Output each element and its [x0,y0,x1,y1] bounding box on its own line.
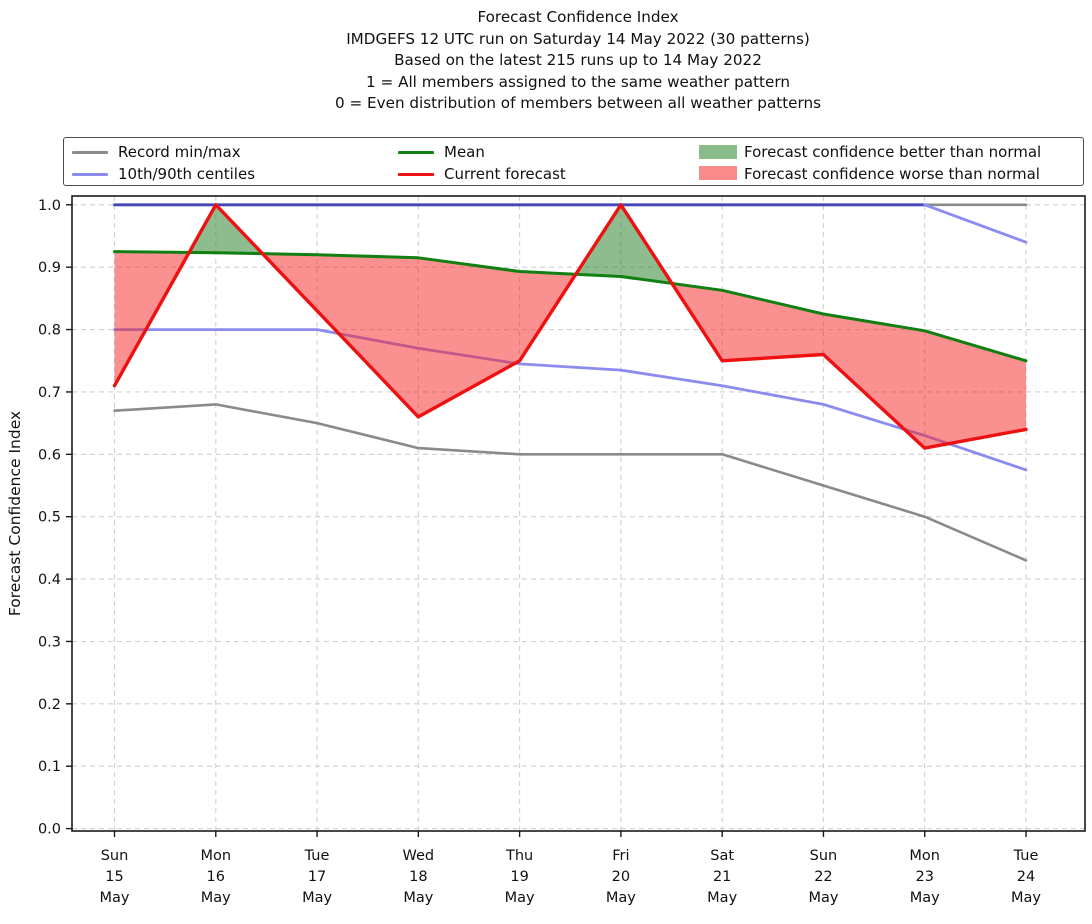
x-tick-label: Sat [710,848,734,864]
legend-label-worse: Forecast confidence worse than normal [744,165,1040,183]
x-tick-label: Tue [1013,848,1039,864]
forecast-line [112,203,1028,450]
y-tick-label: 0.7 [38,385,61,401]
x-tick-label: May [910,890,940,906]
x-tick-label: 17 [308,869,326,885]
x-tick-label: Mon [909,848,940,864]
y-tick-label: 0.5 [38,510,61,526]
x-tick-label: 24 [1017,869,1035,885]
y-tick-label: 0.0 [38,822,61,838]
x-tick-label: 21 [713,869,731,885]
x-tick-label: May [100,890,130,906]
x-tick-labels: Sun 15 May Mon 16 May Tue 17 May Wed 18 May Thu 19 May… [100,831,1041,906]
y-tick-label: 0.3 [38,634,61,650]
title-line-1: Forecast Confidence Index [477,8,679,26]
x-tick-label: May [505,890,535,906]
record-min-line [113,403,1028,562]
x-tick-label: 19 [510,869,528,885]
better-fill [189,204,672,284]
x-tick-label: 18 [409,869,427,885]
y-axis-title: Forecast Confidence Index [6,411,24,616]
x-tick-label: Thu [505,848,533,864]
title-line-2: IMDGEFS 12 UTC run on Saturday 14 May 20… [346,29,810,48]
y-tick-label: 0.4 [38,572,61,588]
record-minmax-line-swatch [72,151,108,154]
y-tick-label: 1.0 [38,198,61,214]
x-tick-label: May [808,890,838,906]
y-tick-label: 0.1 [38,759,61,775]
legend-label-mean: Mean [444,143,485,161]
x-tick-label: Wed [403,848,435,864]
centile-10-line [113,328,1028,472]
plot-border [71,195,1086,832]
y-tick-label: 0.9 [38,260,61,276]
y-tick-labels: 0.0 0.1 0.2 0.3 0.4 0.5 0.6 0.7 0.8 0.9 1.0 [38,198,72,838]
x-tick-label: May [302,890,332,906]
legend-label-forecast: Current forecast [444,165,566,183]
legend-label-record-minmax: Record min/max [118,143,241,161]
x-tick-label: Mon [200,848,231,864]
centile-90-line [113,203,1028,244]
x-tick-label: Sun [101,848,129,864]
x-tick-label: May [403,890,433,906]
grid-lines [72,196,1085,831]
x-tick-label: May [606,890,636,906]
better-fill-swatch [699,145,737,159]
forecast-line-swatch [398,173,434,176]
x-tick-label: 15 [105,869,123,885]
title-line-3: Based on the latest 215 runs up to 14 Ma… [394,51,762,70]
x-tick-label: May [707,890,737,906]
y-tick-label: 0.6 [38,447,61,463]
x-tick-label: 22 [814,869,832,885]
x-tick-label: 16 [207,869,225,885]
x-tick-label: Fri [612,848,629,864]
legend: Record min/max 10th/90th centiles Mean C… [63,137,1084,186]
title-line-5: 0 = Even distribution of members between… [334,94,822,113]
mean-line-swatch [398,151,434,154]
x-tick-label: Sun [810,848,838,864]
x-tick-label: Tue [304,848,330,864]
x-tick-label: May [201,890,231,906]
x-tick-label: 20 [612,869,630,885]
chart-title-block: Forecast Confidence Index IMDGEFS 12 UTC… [64,7,1092,115]
legend-label-better: Forecast confidence better than normal [744,143,1042,161]
x-tick-label: 23 [915,869,933,885]
title-line-4: 1 = All members assigned to the same wea… [366,72,790,91]
centiles-line-swatch [72,173,108,176]
worse-fill-swatch [699,166,737,180]
y-tick-label: 0.8 [38,323,61,339]
legend-label-centiles: 10th/90th centiles [118,165,256,183]
y-tick-label: 0.2 [38,697,61,713]
mean-line [113,250,1028,363]
x-tick-label: May [1011,890,1041,906]
